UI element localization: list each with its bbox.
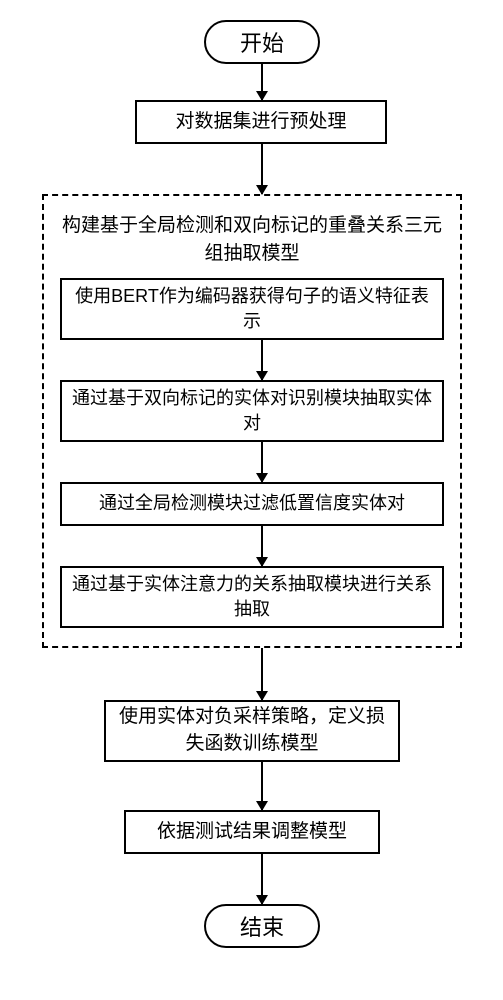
node-g1: 使用BERT作为编码器获得句子的语义特征表示: [60, 278, 444, 340]
node-adjust-label: 依据测试结果调整模型: [157, 819, 347, 846]
node-train-label: 使用实体对负采样策略，定义损失函数训练模型: [116, 704, 388, 757]
arrow: [261, 144, 263, 194]
arrow: [261, 64, 263, 100]
node-end: 结束: [204, 904, 320, 948]
node-train: 使用实体对负采样策略，定义损失函数训练模型: [104, 700, 400, 762]
node-start-label: 开始: [240, 26, 284, 58]
arrow: [261, 340, 263, 380]
arrow: [261, 854, 263, 904]
node-g1-label: 使用BERT作为编码器获得句子的语义特征表示: [72, 284, 432, 334]
node-g2: 通过基于双向标记的实体对识别模块抽取实体对: [60, 380, 444, 442]
arrow: [261, 648, 263, 700]
arrow: [261, 526, 263, 566]
node-g2-label: 通过基于双向标记的实体对识别模块抽取实体对: [72, 386, 432, 436]
node-start: 开始: [204, 20, 320, 64]
node-preprocess-label: 对数据集进行预处理: [175, 109, 346, 136]
node-group-title: 构建基于全局检测和双向标记的重叠关系三元组抽取模型: [44, 204, 460, 271]
node-g4: 通过基于实体注意力的关系抽取模块进行关系抽取: [60, 566, 444, 628]
node-preprocess: 对数据集进行预处理: [135, 100, 387, 144]
node-g3-label: 通过全局检测模块过滤低置信度实体对: [99, 491, 405, 516]
flowchart-canvas: 开始 对数据集进行预处理 构建基于全局检测和双向标记的重叠关系三元组抽取模型 使…: [0, 0, 503, 1000]
arrow: [261, 442, 263, 482]
node-g3: 通过全局检测模块过滤低置信度实体对: [60, 482, 444, 526]
arrow: [261, 762, 263, 810]
node-adjust: 依据测试结果调整模型: [124, 810, 380, 854]
node-end-label: 结束: [240, 910, 284, 942]
node-g4-label: 通过基于实体注意力的关系抽取模块进行关系抽取: [72, 572, 432, 622]
